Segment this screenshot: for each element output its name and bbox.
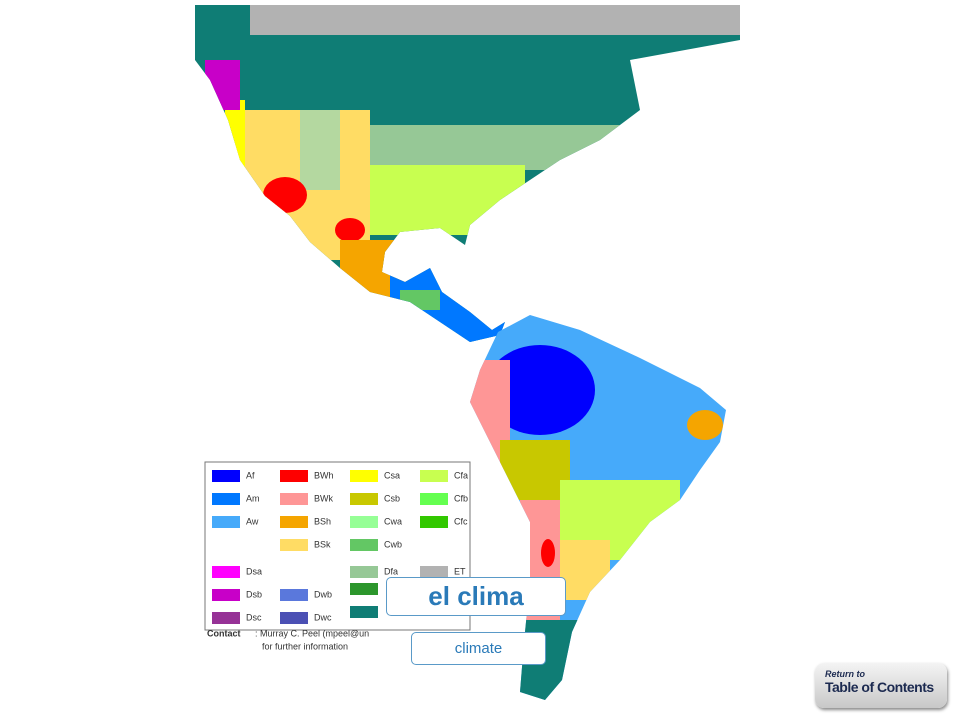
legend-code: Dsc [246,612,262,622]
legend-code: Cfc [454,516,468,526]
north-america [195,5,740,342]
legend-swatch [280,612,308,624]
legend-code: BSh [314,516,331,526]
legend-swatch [350,606,378,618]
contact-label: Contact [207,628,241,638]
legend-code: Cfa [454,470,468,480]
legend-swatch [350,566,378,578]
legend-swatch [280,493,308,505]
button-line: Table of Contents [825,679,934,695]
legend-swatch [212,566,240,578]
legend-code: Aw [246,516,259,526]
legend-swatch [420,493,448,505]
term: el clima [386,577,566,616]
toc-button[interactable]: Return to Table of Contents [815,663,947,708]
legend-swatch [350,539,378,551]
legend-swatch [420,470,448,482]
legend-swatch [350,583,378,595]
button-line: Return to [825,669,865,679]
legend-code: Cwb [384,539,402,549]
legend-code: Csa [384,470,400,480]
legend-code: Cfb [454,493,468,503]
legend-code: Dwc [314,612,332,622]
translation: climate [411,632,546,665]
legend-swatch [420,566,448,578]
legend-swatch [280,470,308,482]
legend-code: Am [246,493,260,503]
contact-note: for further information [262,641,348,651]
legend-swatch [212,589,240,601]
legend-swatch [212,470,240,482]
legend-code: BWh [314,470,334,480]
legend-code: BSk [314,539,331,549]
legend: Contact : Murray C. Peel (mpeel@un for f… [204,461,471,651]
legend-swatch [350,516,378,528]
legend-code: Dwb [314,589,332,599]
legend-code: BWk [314,493,333,503]
legend-code: Dsa [246,566,262,576]
legend-swatch [280,589,308,601]
legend-code: Cwa [384,516,402,526]
legend-swatch [420,516,448,528]
legend-code: Csb [384,493,400,503]
legend-swatch [280,516,308,528]
contact-text: : Murray C. Peel (mpeel@un [255,628,369,638]
legend-code: Af [246,470,255,480]
legend-swatch [212,516,240,528]
legend-code: Dfa [384,566,398,576]
legend-code: Dsb [246,589,262,599]
legend-swatch [280,539,308,551]
legend-swatch [350,493,378,505]
legend-swatch [212,612,240,624]
legend-code: ET [454,566,466,576]
legend-swatch [212,493,240,505]
legend-swatch [350,470,378,482]
